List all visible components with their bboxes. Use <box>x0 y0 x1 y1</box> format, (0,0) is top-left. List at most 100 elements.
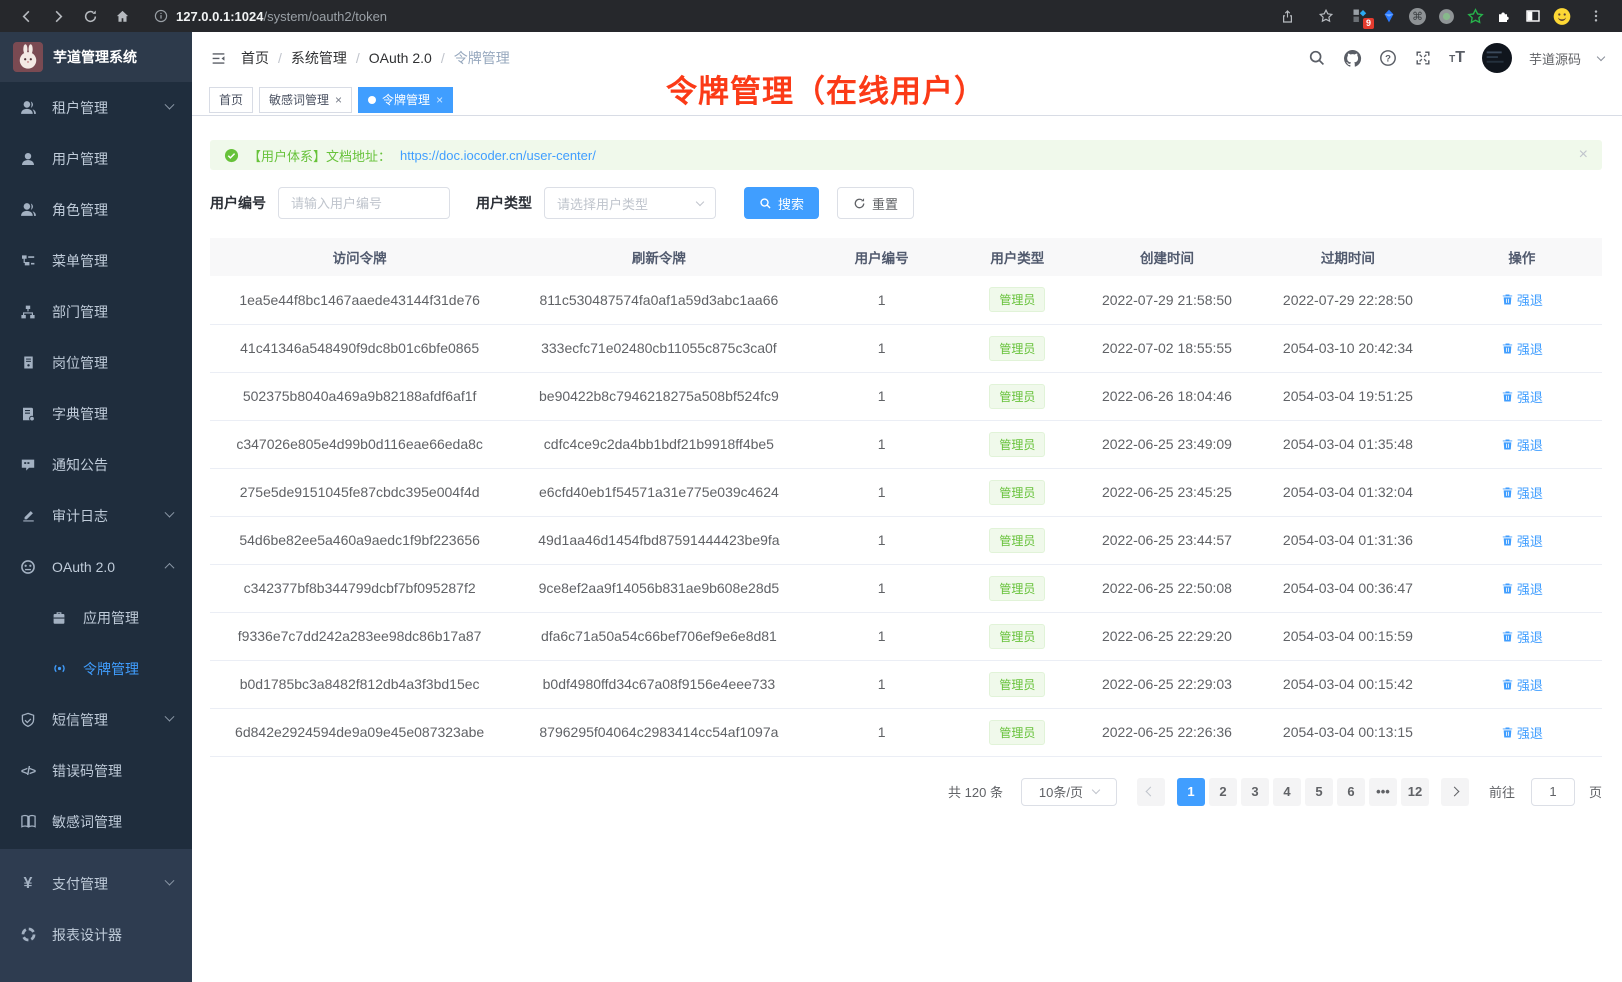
search-button[interactable]: 搜索 <box>744 187 820 219</box>
tab-close-icon[interactable]: × <box>436 92 444 107</box>
page-button-12[interactable]: 12 <box>1400 777 1429 806</box>
sidebar-item-菜单管理[interactable]: 菜单管理 <box>0 235 192 286</box>
extensions-puzzle-icon[interactable] <box>1495 7 1513 25</box>
force-logout-button[interactable]: 强退 <box>1501 290 1543 309</box>
force-logout-button[interactable]: 强退 <box>1501 387 1543 406</box>
force-logout-button[interactable]: 强退 <box>1501 675 1543 694</box>
doc-alert: 【用户体系】文档地址： https://doc.iocoder.cn/user-… <box>210 140 1602 170</box>
sidebar-item-通知公告[interactable]: 通知公告 <box>0 439 192 490</box>
profile-avatar-icon[interactable] <box>1553 7 1571 25</box>
user-avatar[interactable] <box>1481 43 1512 73</box>
svg-text:?: ? <box>1385 53 1391 64</box>
page-button-3[interactable]: 3 <box>1240 777 1269 806</box>
forward-icon[interactable] <box>44 4 72 28</box>
bookmark-star-icon[interactable] <box>1312 4 1340 28</box>
logo-rabbit-icon <box>13 42 43 72</box>
sidebar-item-label: 租户管理 <box>52 99 108 116</box>
cell-user-type: 管理员 <box>954 516 1080 565</box>
cell-access: c347026e805e4d99b0d116eae66eda8c <box>210 420 510 469</box>
sidebar-item-敏感词管理[interactable]: 敏感词管理 <box>0 796 192 847</box>
extension-grid-icon[interactable]: 9 <box>1351 7 1374 29</box>
sidebar-item-报表设计器[interactable]: 报表设计器 <box>0 909 192 960</box>
extension-gem-icon[interactable] <box>1380 7 1398 25</box>
page-button-1[interactable]: 1 <box>1176 777 1205 806</box>
action-label: 强退 <box>1516 629 1543 645</box>
column-header: 用户类型 <box>954 238 1080 276</box>
tab-敏感词管理[interactable]: 敏感词管理 × <box>259 86 353 113</box>
sidebar-fold-icon[interactable] <box>210 50 227 67</box>
sidebar-item-租户管理[interactable]: 租户管理 <box>0 82 192 133</box>
tab-令牌管理[interactable]: 令牌管理 × <box>358 86 454 113</box>
doc-link[interactable]: https://doc.iocoder.cn/user-center/ <box>400 147 596 163</box>
side-panel-icon[interactable] <box>1524 7 1542 25</box>
prev-page-button[interactable] <box>1136 777 1165 806</box>
cell-expires: 2054-03-04 19:51:25 <box>1253 372 1442 421</box>
sidebar-item-短信管理[interactable]: 短信管理 <box>0 694 192 745</box>
table-row: 502375b8040a469a9b82188afdf6af1f be90422b… <box>210 372 1602 421</box>
page-size-select[interactable]: 10条/页 <box>1020 777 1117 806</box>
force-logout-button[interactable]: 强退 <box>1501 531 1543 550</box>
address-bar[interactable]: 127.0.0.1:1024/system/oauth2/token <box>154 9 1269 24</box>
sidebar-item-支付管理[interactable]: ¥ 支付管理 <box>0 858 192 909</box>
font-size-icon[interactable]: TT <box>1449 49 1465 66</box>
browser-menu-icon[interactable] <box>1582 4 1610 28</box>
reset-button[interactable]: 重置 <box>837 187 915 219</box>
sidebar-item-审计日志[interactable]: 审计日志 <box>0 490 192 541</box>
user-type-badge: 管理员 <box>989 575 1046 601</box>
extension-cmd-icon[interactable]: ⌘ <box>1409 7 1426 25</box>
force-logout-button[interactable]: 强退 <box>1501 723 1543 742</box>
chevron-down-icon <box>1091 785 1101 795</box>
home-icon[interactable] <box>108 4 136 28</box>
share-icon[interactable] <box>1273 4 1301 28</box>
sidebar-item-字典管理[interactable]: 字典管理 <box>0 388 192 439</box>
sidebar-item-部门管理[interactable]: 部门管理 <box>0 286 192 337</box>
sidebar-item-岗位管理[interactable]: 岗位管理 <box>0 337 192 388</box>
next-page-button[interactable] <box>1440 777 1469 806</box>
search-icon[interactable] <box>1308 49 1326 67</box>
user-type-select[interactable]: 请选择用户类型 <box>544 187 716 219</box>
sidebar-item-应用管理[interactable]: 应用管理 <box>0 592 192 643</box>
tab-首页[interactable]: 首页 <box>209 86 254 113</box>
cell-user_id: 1 <box>808 708 955 757</box>
page-button-2[interactable]: 2 <box>1208 777 1237 806</box>
breadcrumb-item[interactable]: 首页 <box>241 50 269 66</box>
force-logout-button[interactable]: 强退 <box>1501 627 1543 646</box>
table-row: f9336e7c7dd242a283ee98dc86b17a87 dfa6c71a… <box>210 612 1602 661</box>
cell-created: 2022-06-25 23:44:57 <box>1079 516 1254 565</box>
force-logout-button[interactable]: 强退 <box>1501 579 1543 598</box>
breadcrumb-item[interactable]: 系统管理 <box>290 50 347 66</box>
post-icon <box>19 354 37 372</box>
user-menu-caret-icon[interactable] <box>1596 52 1606 61</box>
breadcrumb-item[interactable]: OAuth 2.0 <box>368 50 432 66</box>
force-logout-button[interactable]: 强退 <box>1501 435 1543 454</box>
extension-star-icon[interactable] <box>1466 7 1484 25</box>
extension-badge: 9 <box>1362 18 1374 29</box>
filter-bar: 用户编号 用户类型 请选择用户类型 搜索 重置 <box>210 187 1602 219</box>
role-icon <box>19 201 37 219</box>
github-icon[interactable] <box>1343 49 1362 68</box>
back-icon[interactable] <box>12 4 40 28</box>
fullscreen-icon[interactable] <box>1414 49 1432 67</box>
site-info-icon[interactable] <box>154 9 168 23</box>
sidebar-item-用户管理[interactable]: 用户管理 <box>0 133 192 184</box>
sidebar-item-错误码管理[interactable]: </> 错误码管理 <box>0 745 192 796</box>
page-button-6[interactable]: 6 <box>1336 777 1365 806</box>
extension-record-icon[interactable] <box>1437 7 1455 25</box>
page-button-5[interactable]: 5 <box>1304 777 1333 806</box>
sidebar-item-令牌管理[interactable]: 令牌管理 <box>0 643 192 694</box>
force-logout-button[interactable]: 强退 <box>1501 339 1543 358</box>
oauth-icon <box>19 558 37 576</box>
username[interactable]: 芋道源码 <box>1528 51 1581 67</box>
goto-page-input[interactable] <box>1530 777 1575 806</box>
force-logout-button[interactable]: 强退 <box>1501 483 1543 502</box>
page-button-4[interactable]: 4 <box>1272 777 1301 806</box>
alert-close-icon[interactable]: × <box>1578 146 1588 163</box>
reload-icon[interactable] <box>76 4 104 28</box>
total-count: 共 120 条 <box>948 785 1003 800</box>
help-icon[interactable]: ? <box>1379 49 1397 67</box>
user-id-input[interactable] <box>278 187 450 219</box>
sidebar-item-OAuth 2.0[interactable]: OAuth 2.0 <box>0 541 192 592</box>
sidebar-item-角色管理[interactable]: 角色管理 <box>0 184 192 235</box>
tab-close-icon[interactable]: × <box>335 92 343 107</box>
